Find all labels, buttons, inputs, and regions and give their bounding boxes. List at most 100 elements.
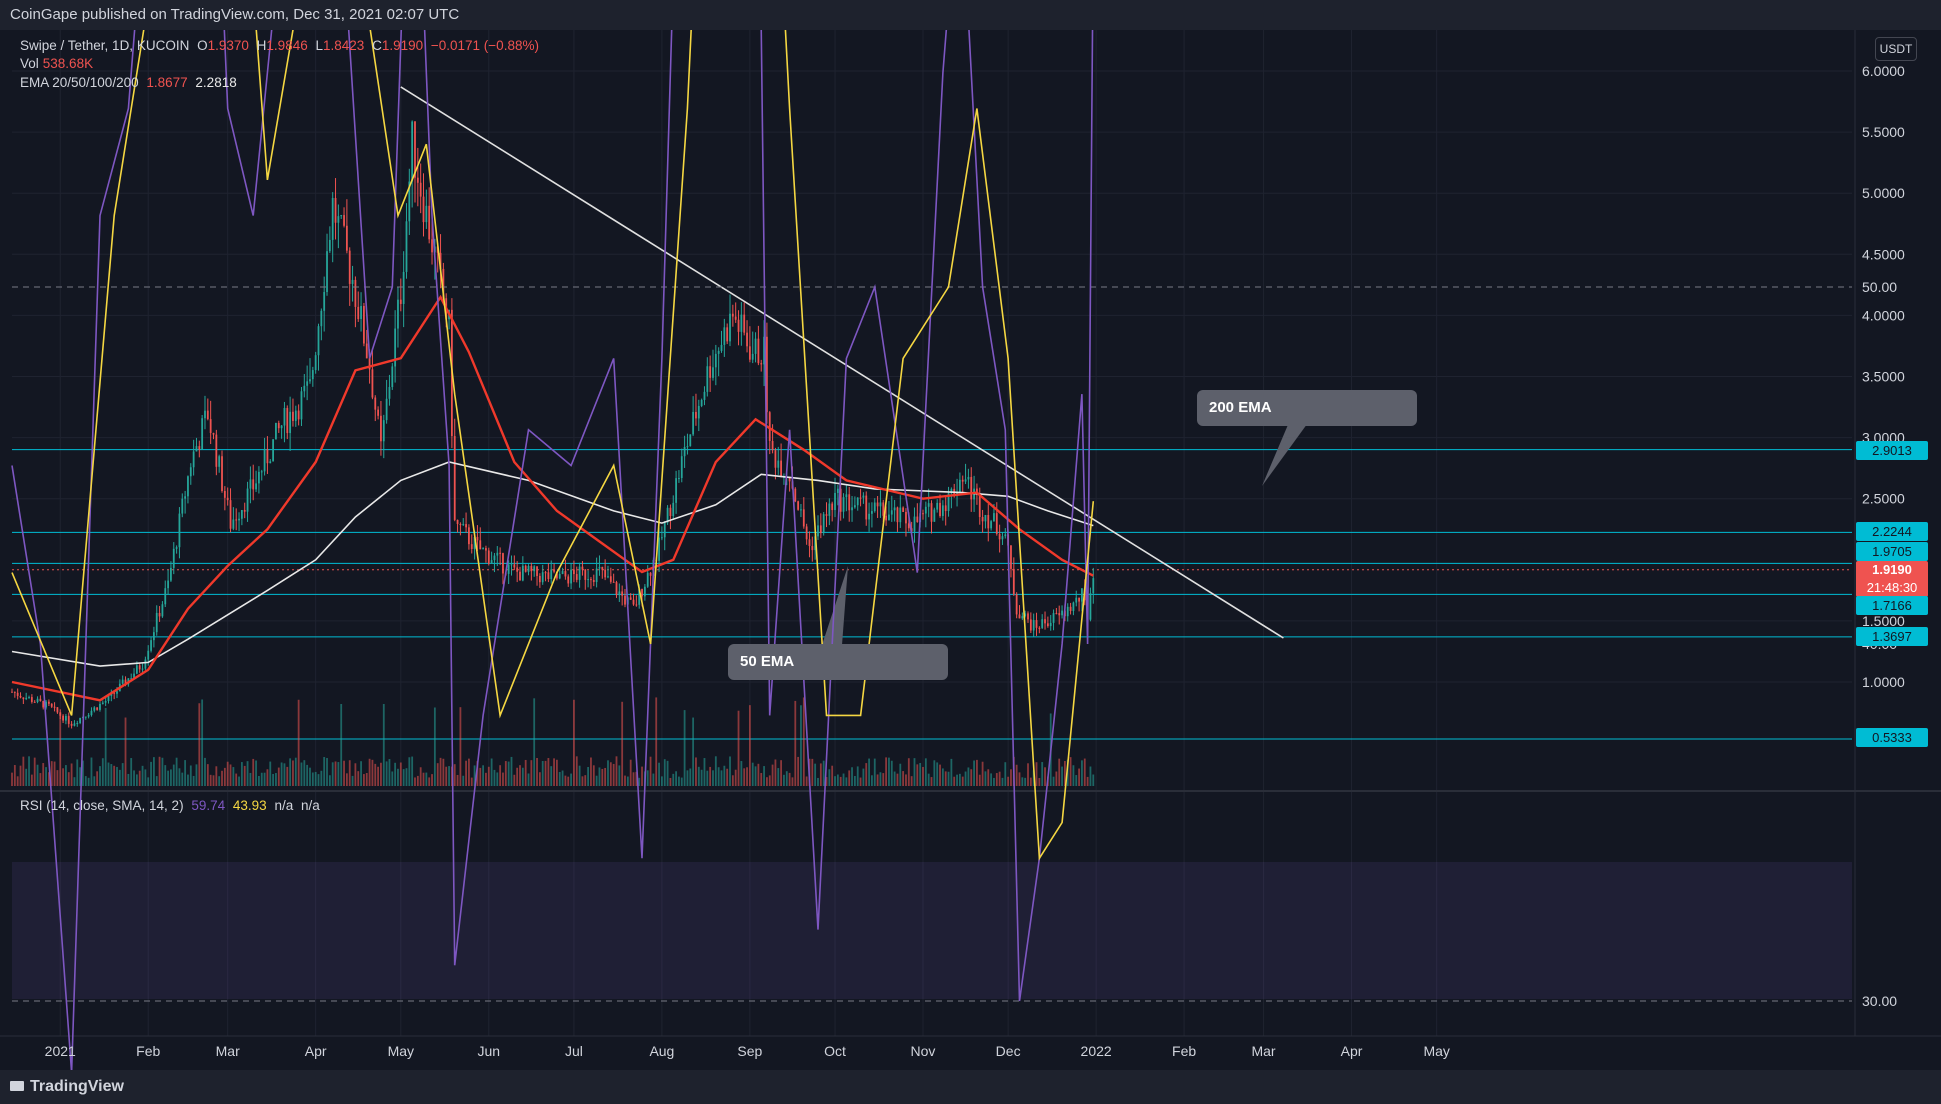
volume-bar [1035, 762, 1038, 786]
candle-body [851, 507, 853, 511]
volume-bar [153, 757, 155, 786]
volume-bar [84, 776, 87, 786]
volume-bar [720, 770, 723, 786]
candle-body [873, 502, 876, 512]
candle-body [1066, 606, 1069, 617]
candle-body [377, 409, 380, 416]
volume-bar [482, 765, 485, 786]
volume-bar [360, 761, 362, 786]
candle-body [641, 588, 643, 597]
price-chart[interactable]: 6.00005.50005.00004.50004.00003.50003.00… [0, 30, 1941, 1070]
volume-bar [888, 757, 890, 786]
volume-bar [737, 710, 740, 786]
candle-body [635, 604, 638, 606]
candle-body [476, 536, 479, 541]
volume-bar [323, 757, 326, 786]
candle-body [218, 456, 221, 467]
candle-body [930, 503, 933, 522]
candle-body [249, 479, 252, 489]
candle-body [689, 434, 692, 447]
candle-body [1001, 536, 1004, 540]
candle-body [530, 565, 533, 572]
price-axis-labels: 6.00005.50005.00004.50004.00003.50003.00… [1862, 63, 1905, 690]
candle-body [984, 515, 987, 522]
candle-body [334, 198, 337, 223]
volume-bar [181, 772, 184, 786]
price-tick-label: 4.5000 [1862, 246, 1905, 262]
legend-low: 1.8423 [323, 38, 365, 53]
volume-bar [689, 768, 692, 786]
candle-body [669, 507, 672, 517]
candle-body [277, 422, 280, 429]
volume-bar [961, 776, 964, 786]
candle-body [521, 565, 524, 581]
candle-body [153, 632, 155, 641]
volume-bar [141, 765, 144, 786]
candle-body [283, 407, 286, 426]
legend-open: 1.9370 [207, 38, 249, 53]
volume-bar [433, 707, 436, 786]
volume-bar [692, 717, 695, 786]
candle-body [697, 405, 700, 419]
candle-body [845, 494, 848, 498]
candle-body [99, 703, 101, 710]
candle-body [189, 467, 192, 477]
volume-bar [476, 761, 479, 786]
volume-bar [33, 757, 36, 786]
volume-bar [590, 757, 592, 786]
candle-body [399, 299, 402, 304]
volume-bar [621, 701, 624, 786]
tradingview-brand[interactable]: TradingView [10, 1078, 124, 1096]
volume-bar [853, 776, 856, 786]
candle-body [800, 509, 802, 511]
candle-body [561, 571, 564, 574]
candle-body [226, 497, 229, 501]
volume-bar [138, 770, 141, 786]
candle-body [439, 252, 442, 269]
candle-body [144, 659, 147, 669]
volume-bar [910, 776, 913, 786]
candle-body [19, 695, 22, 698]
price-tick-label: 6.0000 [1862, 63, 1905, 79]
volume-bar [1007, 776, 1010, 786]
volume-bar [726, 768, 729, 786]
volume-bar [950, 758, 953, 786]
volume-bar [868, 758, 870, 786]
candle-body [25, 697, 28, 700]
volume-bar [964, 771, 967, 786]
candle-body [496, 552, 499, 556]
volume-bar [893, 771, 896, 786]
candle-body [581, 566, 584, 570]
volume-bar [970, 769, 973, 786]
time-tick-label: Nov [911, 1043, 936, 1059]
candle-body [527, 565, 530, 572]
candle-body [294, 410, 297, 421]
candle-body [987, 515, 990, 529]
candle-body [1089, 593, 1092, 620]
volume-bar [150, 761, 152, 786]
candle-body [510, 564, 513, 566]
candle-body [391, 366, 394, 388]
volume-bar [1052, 776, 1055, 786]
volume-bar [201, 699, 204, 786]
legend-volume: Vol 538.68K [20, 56, 97, 71]
volume-bar [215, 766, 218, 786]
volume-bar [1066, 759, 1069, 786]
candle-body [280, 425, 283, 429]
candle-body [970, 476, 973, 500]
time-axis-labels: 2021 Feb Mar Apr May Jun Jul Aug Sep Oct Nov Dec 202… [45, 1043, 1450, 1059]
candle-body [360, 306, 362, 320]
volume-bar [13, 765, 16, 786]
volume-bar [1072, 765, 1075, 786]
volume-bar [155, 776, 158, 786]
candle-body [734, 316, 737, 320]
currency-button[interactable]: USDT [1875, 37, 1917, 61]
candle-body [465, 524, 467, 528]
candle-body [828, 503, 831, 516]
candle-body [178, 513, 181, 548]
candle-body [107, 695, 110, 701]
volume-bar [65, 765, 67, 786]
volume-bar [416, 775, 419, 786]
candle-body [490, 560, 493, 564]
candle-body [317, 326, 320, 356]
